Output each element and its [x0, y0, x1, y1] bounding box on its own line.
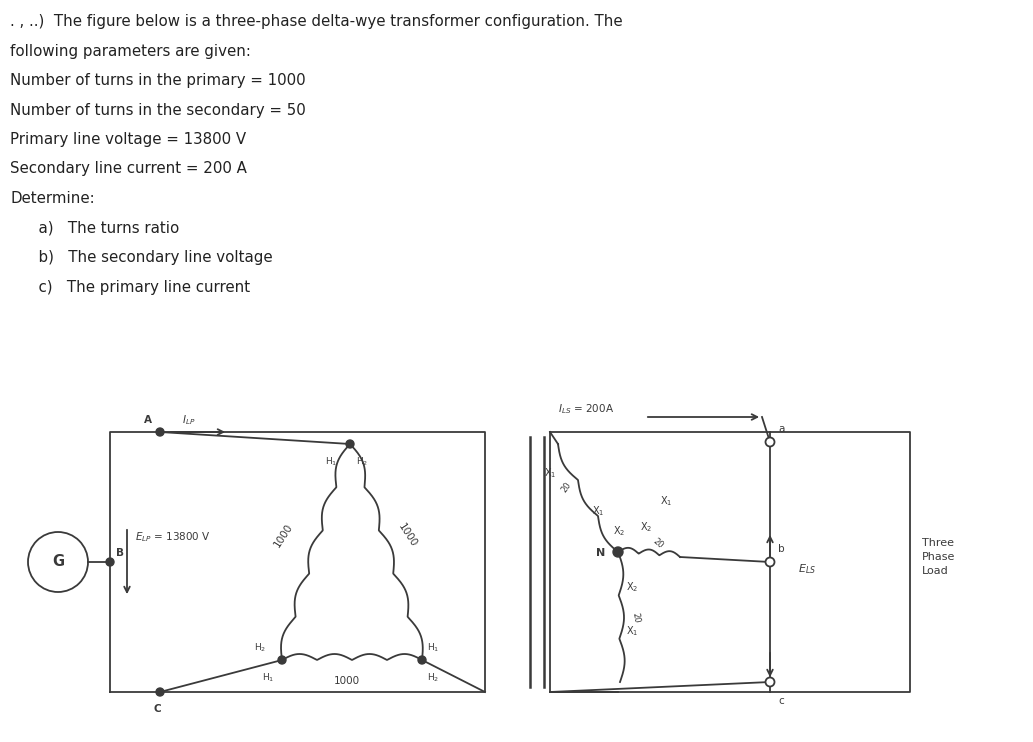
Text: Number of turns in the primary = 1000: Number of turns in the primary = 1000 [10, 73, 306, 88]
Text: X$_2$: X$_2$ [626, 580, 638, 594]
Text: 1000: 1000 [396, 522, 418, 549]
Text: X$_1$: X$_1$ [660, 494, 672, 508]
Text: X$_1$: X$_1$ [626, 624, 638, 638]
Text: a: a [778, 424, 784, 434]
Text: 1000: 1000 [334, 676, 361, 686]
Text: H$_2$: H$_2$ [356, 455, 368, 467]
Text: 1000: 1000 [272, 522, 294, 549]
Text: $I_{LS}$ = 200A: $I_{LS}$ = 200A [558, 402, 615, 416]
Circle shape [346, 440, 354, 448]
Text: X$_1$: X$_1$ [544, 466, 557, 480]
Text: a)   The turns ratio: a) The turns ratio [10, 220, 180, 235]
Text: 20: 20 [630, 612, 640, 624]
Text: G: G [52, 554, 64, 570]
Text: Determine:: Determine: [10, 191, 95, 206]
Text: N: N [596, 548, 605, 558]
Text: Three
Phase
Load: Three Phase Load [922, 538, 956, 576]
Text: Secondary line current = 200 A: Secondary line current = 200 A [10, 162, 247, 177]
Text: H$_1$: H$_1$ [427, 641, 439, 654]
Circle shape [765, 677, 775, 686]
Text: . , ..)  The figure below is a three-phase delta-wye transformer configuration. : . , ..) The figure below is a three-phas… [10, 14, 623, 29]
Text: c)   The primary line current: c) The primary line current [10, 280, 250, 295]
Text: H$_2$: H$_2$ [254, 641, 267, 654]
Text: X$_1$: X$_1$ [592, 504, 604, 518]
Circle shape [765, 438, 775, 447]
Circle shape [156, 428, 164, 436]
Circle shape [278, 656, 286, 664]
Text: Primary line voltage = 13800 V: Primary line voltage = 13800 V [10, 132, 246, 147]
Text: B: B [116, 548, 124, 558]
Circle shape [106, 558, 114, 566]
Text: $I_{LP}$: $I_{LP}$ [182, 413, 195, 427]
Circle shape [765, 557, 775, 566]
Text: H$_2$: H$_2$ [427, 671, 439, 683]
Text: 20: 20 [560, 480, 573, 494]
Text: C: C [154, 704, 161, 714]
Text: H$_1$: H$_1$ [325, 455, 338, 467]
Text: 20: 20 [651, 537, 665, 551]
Text: $E_{LS}$: $E_{LS}$ [799, 562, 816, 576]
Text: b)   The secondary line voltage: b) The secondary line voltage [10, 250, 273, 265]
Text: X$_2$: X$_2$ [613, 524, 625, 538]
Circle shape [613, 547, 623, 557]
Text: A: A [144, 415, 152, 425]
Circle shape [156, 688, 164, 696]
Text: b: b [778, 544, 785, 554]
Circle shape [418, 656, 426, 664]
Text: c: c [778, 696, 784, 706]
Text: Number of turns in the secondary = 50: Number of turns in the secondary = 50 [10, 102, 306, 117]
Text: following parameters are given:: following parameters are given: [10, 44, 251, 59]
Text: H$_1$: H$_1$ [262, 671, 275, 683]
Text: $E_{LP}$ = 13800 V: $E_{LP}$ = 13800 V [135, 530, 211, 544]
Text: X$_2$: X$_2$ [640, 520, 652, 533]
